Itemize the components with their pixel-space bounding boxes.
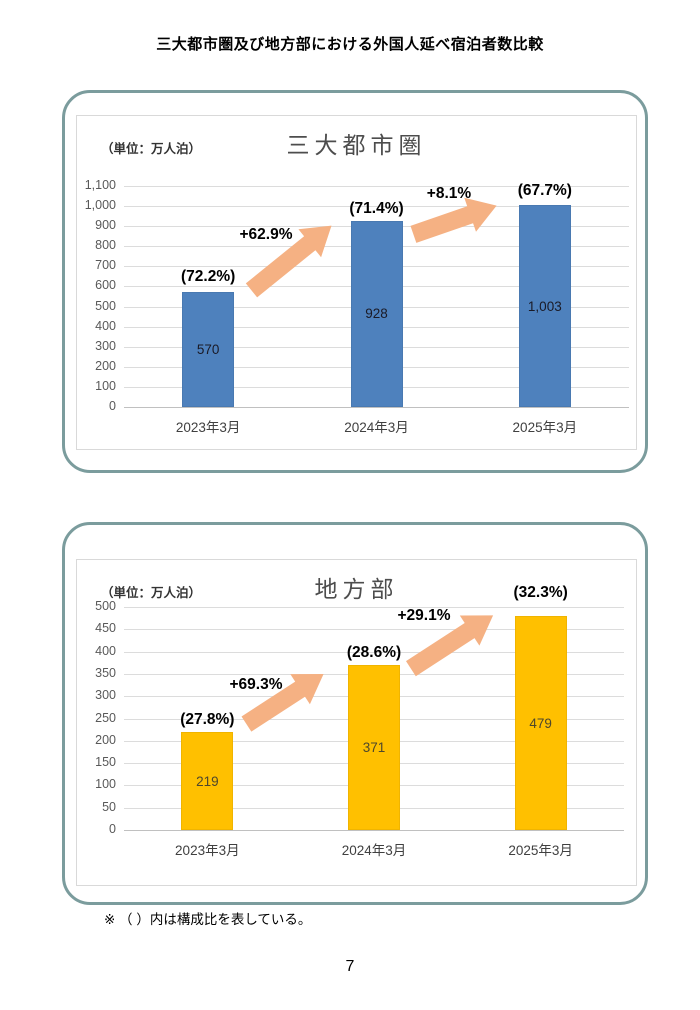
bar-value-label: 928 (365, 306, 388, 322)
growth-arrow-icon (406, 615, 494, 677)
y-axis-tick-label: 200 (95, 732, 116, 747)
y-axis-tick-label: 400 (95, 643, 116, 658)
growth-rate-label: +62.9% (239, 226, 293, 243)
share-label: (32.3%) (513, 584, 568, 602)
y-axis-tick-label: 100 (95, 777, 116, 792)
bar-value-label: 371 (362, 739, 386, 755)
gridline (124, 651, 624, 653)
bar: 219 (181, 732, 234, 830)
x-axis-category-label: 2024年3月 (344, 420, 409, 435)
y-axis-tick-label: 700 (95, 258, 116, 273)
footnote: ※ （ ）内は構成比を表している。 (104, 912, 312, 927)
growth-arrow-icon (241, 673, 324, 732)
share-label: (28.6%) (346, 643, 402, 661)
x-axis-category-label: 2024年3月 (341, 843, 407, 858)
x-axis-category-label: 2023年3月 (175, 843, 240, 858)
bar: 1,003 (518, 205, 571, 407)
y-axis-tick-label: 100 (95, 378, 116, 393)
y-axis-tick-label: 1,100 (84, 178, 116, 192)
growth-arrow-icon (245, 225, 332, 298)
y-axis-tick-label: 450 (95, 621, 116, 636)
x-axis-category-label: 2025年3月 (512, 420, 578, 435)
growth-rate-label: +69.3% (229, 676, 283, 693)
bar: 570 (182, 292, 235, 407)
growth-arrow-icon (410, 197, 497, 243)
bar-value-label: 570 (196, 342, 220, 358)
metro-chart-plot-area: （単位：万人泊） 三大都市圏 0 100 200 300 400 500 600 700 800… (76, 115, 637, 450)
y-axis-tick-label: 800 (95, 238, 116, 253)
growth-rate-label: +29.1% (397, 607, 451, 624)
bar-value-label: 479 (529, 715, 552, 731)
bar: 928 (350, 220, 403, 407)
y-axis-tick-label: 500 (95, 298, 116, 313)
bar-value-label: 1,003 (527, 298, 562, 314)
unit-label: （単位：万人泊） (101, 586, 202, 600)
regional-chart-plot-area: （単位：万人泊） 地方部 0 50 100 150 200 250 300 350 400 450… (76, 559, 637, 886)
x-axis-category-label: 2025年3月 (508, 843, 573, 858)
y-axis-tick-label: 50 (102, 799, 116, 814)
chart-title: 地方部 (314, 576, 399, 602)
metro-chart-panel: （単位：万人泊） 三大都市圏 0 100 200 300 400 500 600 700 800… (62, 90, 648, 473)
gridline (124, 607, 624, 608)
y-axis-tick-label: 300 (95, 338, 116, 353)
x-axis-category-label: 2023年3月 (175, 420, 241, 435)
y-axis-tick-label: 350 (95, 665, 116, 680)
y-axis-tick-label: 150 (95, 755, 116, 770)
y-axis-tick-label: 500 (95, 599, 116, 613)
y-axis-tick-label: 200 (95, 358, 116, 373)
chart-title: 三大都市圏 (286, 132, 427, 158)
x-axis-line (124, 830, 624, 831)
y-axis-tick-label: 600 (95, 278, 116, 293)
x-axis-line (124, 407, 629, 408)
share-label: (71.4%) (349, 199, 404, 217)
share-label: (27.8%) (180, 711, 235, 729)
page-title: 三大都市圏及び地方部における外国人延べ宿泊者数比較 (156, 36, 544, 53)
y-axis-tick-label: 0 (109, 399, 116, 413)
y-axis-tick-label: 900 (95, 218, 116, 233)
gridline (124, 186, 629, 187)
y-axis-tick-label: 250 (95, 710, 116, 725)
gridline (124, 629, 624, 631)
page-number: 7 (345, 958, 355, 975)
y-axis-tick-label: 400 (95, 318, 116, 333)
bar: 371 (348, 664, 400, 830)
regional-chart-panel: （単位：万人泊） 地方部 0 50 100 150 200 250 300 350 400 450… (62, 522, 648, 905)
gridline (124, 206, 629, 208)
y-axis-tick-label: 1,000 (84, 198, 116, 213)
y-axis-tick-label: 300 (95, 688, 116, 703)
unit-label: （単位：万人泊） (101, 142, 202, 156)
bar-value-label: 219 (196, 773, 219, 789)
share-label: (67.7%) (517, 182, 572, 200)
bar: 479 (514, 616, 567, 830)
y-axis-tick-label: 0 (109, 822, 116, 836)
growth-rate-label: +8.1% (426, 185, 472, 202)
share-label: (72.2%) (181, 268, 236, 286)
